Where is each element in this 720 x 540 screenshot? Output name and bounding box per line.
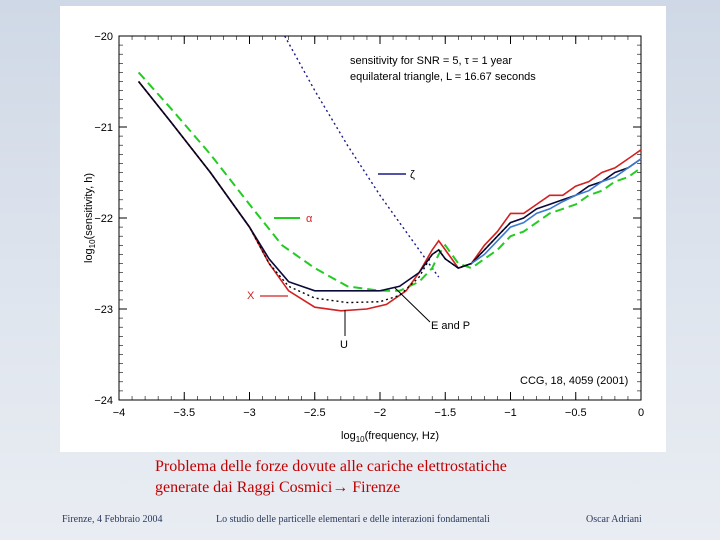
x-tick-label: −3.5 xyxy=(173,407,195,419)
zeta-legend-label: ζ xyxy=(410,169,415,181)
plot-frame xyxy=(118,35,642,401)
x-axis-label: log10(frequency, Hz) xyxy=(341,430,439,444)
arrow-icon: → xyxy=(332,479,349,496)
footer-title: Lo studio delle particelle elementari e … xyxy=(216,514,490,525)
sensitivity-chart: −4 −3.5 −3 −2.5 −2 −1.5 −1 −0.5 0 −20 −21 −22 −23 −24… xyxy=(83,31,644,444)
series-line-e-and-p xyxy=(137,81,642,292)
x-axis-label-sub: 10 xyxy=(356,435,365,444)
x-tick-label: −3 xyxy=(243,407,256,419)
caption-line-2-end: Firenze xyxy=(348,479,401,496)
caption-line-1: Problema delle forze dovute alle cariche… xyxy=(155,458,507,475)
y-tick-label: −23 xyxy=(94,304,113,316)
series-line-aux-5 xyxy=(470,158,642,265)
x-axis-label-rest: (frequency, Hz) xyxy=(365,430,439,442)
x-tick-label: −1 xyxy=(504,407,517,419)
footer-author: Oscar Adriani xyxy=(586,514,642,525)
plot-panel: −4 −3.5 −3 −2.5 −2 −1.5 −1 −0.5 0 −20 −21 −22 −23 −24… xyxy=(60,6,666,452)
series-line-u xyxy=(138,81,512,304)
y-axis-label: log10(sensitivity, h) xyxy=(83,173,97,263)
x-tick-label: −1.5 xyxy=(434,407,456,419)
sensitivity-note-line1: sensitivity for SNR = 5, τ = 1 year xyxy=(350,55,512,67)
x-tick-label: −2 xyxy=(374,407,387,419)
alpha-legend-label: α xyxy=(306,213,313,225)
series-line-α xyxy=(137,71,642,292)
caption-line-2: generate dai Raggi Cosmici→ Firenze xyxy=(155,477,675,498)
slide-caption: Problema delle forze dovute alle cariche… xyxy=(155,456,675,498)
reference-note: CCG, 18, 4059 (2001) xyxy=(520,375,628,387)
footer-date-location: Firenze, 4 Febbraio 2004 xyxy=(62,514,163,525)
x-legend-label: X xyxy=(247,290,255,302)
y-tick-label: −24 xyxy=(94,395,113,407)
sensitivity-note-line2: equilateral triangle, L = 16.67 seconds xyxy=(350,71,536,83)
ep-label: E and P xyxy=(431,320,470,332)
y-tick-label: −21 xyxy=(94,122,113,134)
caption-line-2-start: generate dai Raggi Cosmici xyxy=(155,479,333,496)
x-tick-label: 0 xyxy=(638,407,644,419)
x-tick-label: −2.5 xyxy=(304,407,326,419)
x-tick-label: −0.5 xyxy=(565,407,587,419)
x-tick-label: −4 xyxy=(113,407,126,419)
y-axis-label-rest: (sensitivity, h) xyxy=(83,173,95,239)
ep-pointer-line xyxy=(394,287,431,323)
y-tick-label: −20 xyxy=(94,31,113,43)
u-label: U xyxy=(340,339,348,351)
series-line-ζ xyxy=(284,35,440,278)
series-line-x xyxy=(137,81,642,312)
y-tick-label: −22 xyxy=(94,213,113,225)
y-axis-label-sub: 10 xyxy=(88,239,97,248)
